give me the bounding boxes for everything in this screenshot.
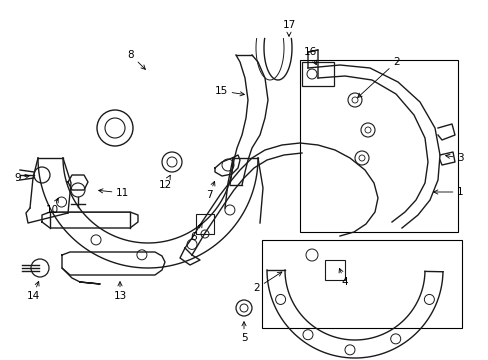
Text: 15: 15 [214,86,244,96]
Text: 10: 10 [45,198,59,215]
Text: 17: 17 [282,20,295,36]
Bar [262,240,461,328]
Text: 16: 16 [303,47,316,65]
FancyBboxPatch shape [325,260,345,280]
Text: 7: 7 [205,181,215,200]
Text: 13: 13 [113,282,126,301]
FancyBboxPatch shape [196,214,214,234]
Text: 2: 2 [357,57,399,98]
Bar [299,60,457,232]
Text: 5: 5 [240,322,247,343]
Text: 1: 1 [433,187,463,197]
Text: 8: 8 [127,50,145,69]
Text: 6: 6 [190,223,202,242]
Text: 3: 3 [445,153,463,163]
Text: 14: 14 [26,282,40,301]
Text: 12: 12 [158,175,171,190]
Text: 9: 9 [14,173,29,183]
Text: 4: 4 [338,269,347,287]
Text: 11: 11 [99,188,129,198]
Text: 2: 2 [253,272,281,293]
FancyBboxPatch shape [302,62,333,86]
